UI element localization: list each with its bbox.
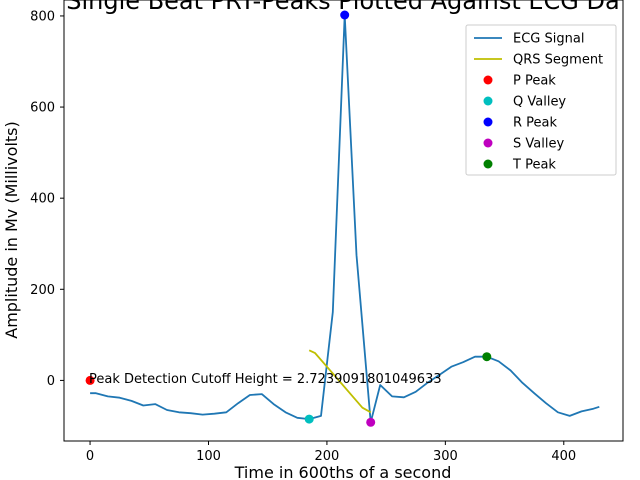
y-tick-label: 400 xyxy=(30,192,55,207)
y-tick-label: 0 xyxy=(47,374,55,389)
y-axis-ticks: 0 200 400 600 800 xyxy=(30,9,64,389)
marker-t-peak xyxy=(482,352,492,362)
legend-swatch-t-peak xyxy=(483,159,493,169)
marker-r-peak xyxy=(340,10,350,20)
x-tick-label: 100 xyxy=(196,449,221,464)
marker-p-peak xyxy=(85,375,95,385)
legend: ECG Signal QRS Segment P Peak Q Valley R Pea… xyxy=(465,24,617,176)
x-tick-label: 200 xyxy=(315,449,340,464)
plot-layer xyxy=(85,10,600,427)
legend-box xyxy=(465,24,617,176)
legend-swatch-q-valley xyxy=(483,96,493,106)
marker-q-valley xyxy=(304,414,314,424)
y-axis-label: Amplitude in Mv (Millivolts) xyxy=(2,121,21,339)
y-tick-label: 200 xyxy=(30,283,55,298)
legend-swatch-p-peak xyxy=(483,75,493,85)
x-tick-label: 300 xyxy=(433,449,458,464)
marker-s-valley xyxy=(366,417,376,427)
legend-label-t-peak: T Peak xyxy=(512,158,556,173)
legend-label-q-valley: Q Valley xyxy=(513,95,566,110)
legend-swatch-s-valley xyxy=(483,138,493,148)
x-axis-label: Time in 600ths of a second xyxy=(234,463,452,480)
x-tick-label: 400 xyxy=(551,449,576,464)
legend-label-ecg-signal: ECG Signal xyxy=(513,32,584,47)
chart-title: Single Beat PRT-Peaks Plotted Against EC… xyxy=(66,0,619,15)
plot-frame xyxy=(63,0,624,442)
x-tick-label: 0 xyxy=(86,449,94,464)
legend-label-p-peak: P Peak xyxy=(513,74,556,89)
legend-label-s-valley: S Valley xyxy=(513,137,564,152)
y-tick-label: 600 xyxy=(30,101,55,116)
legend-swatch-r-peak xyxy=(483,117,493,127)
y-tick-label: 800 xyxy=(30,9,55,24)
legend-label-r-peak: R Peak xyxy=(513,116,558,131)
x-axis-ticks: 0 100 200 300 400 xyxy=(86,441,576,464)
cutoff-annotation: Peak Detection Cutoff Height = 2.7239091… xyxy=(89,372,442,387)
series-qrs-segment xyxy=(308,349,372,414)
legend-label-qrs-segment: QRS Segment xyxy=(513,53,603,68)
